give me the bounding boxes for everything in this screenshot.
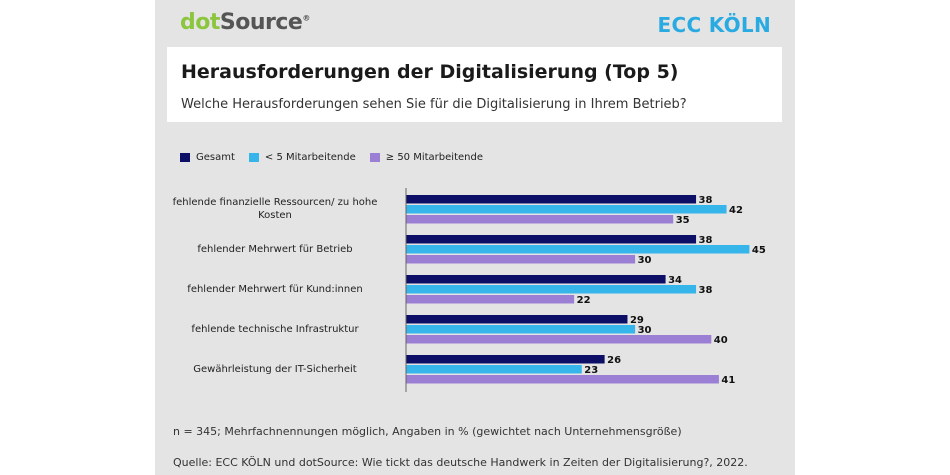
bar xyxy=(406,295,575,304)
title-box: Herausforderungen der Digitalisierung (T… xyxy=(167,47,782,122)
category-label: fehlender Mehrwert für Kund:innen xyxy=(187,283,363,295)
bar xyxy=(406,365,582,374)
data-label: 45 xyxy=(752,245,766,256)
legend-item: ≥ 50 Mitarbeitende xyxy=(369,152,483,163)
legend-label: Gesamt xyxy=(196,152,235,163)
bar xyxy=(406,215,674,224)
registered-mark: ® xyxy=(302,13,310,23)
data-label: 42 xyxy=(729,205,743,216)
bar xyxy=(406,335,712,344)
category-label: fehlende technische Infrastruktur xyxy=(191,323,359,335)
legend-label: ≥ 50 Mitarbeitende xyxy=(385,152,483,163)
bar xyxy=(406,355,605,364)
legend-item: < 5 Mitarbeitende xyxy=(248,152,356,163)
data-label: 38 xyxy=(699,235,713,246)
legend-swatch xyxy=(180,153,190,162)
footnote: n = 345; Mehrfachnennungen möglich, Anga… xyxy=(173,425,682,438)
bar xyxy=(406,325,636,334)
legend-swatch xyxy=(369,153,380,162)
bar xyxy=(406,205,727,214)
legend-label: < 5 Mitarbeitende xyxy=(264,152,356,163)
legend: Gesamt < 5 Mitarbeitende ≥ 50 Mitarbeitend… xyxy=(180,152,483,163)
data-label: 38 xyxy=(699,195,713,206)
dotsource-logo: dotSource® xyxy=(180,10,310,35)
bar xyxy=(406,285,697,294)
infographic-panel: dotSource® ECC KÖLN Herausforderungen de… xyxy=(155,0,795,475)
legend-item: Gesamt xyxy=(180,152,235,163)
data-label: 22 xyxy=(577,295,591,306)
logo-part-dot: dot xyxy=(180,10,220,35)
data-label: 26 xyxy=(607,355,621,366)
bar xyxy=(406,315,628,324)
source-note: Quelle: ECC KÖLN und dotSource: Wie tick… xyxy=(173,456,748,469)
logo-part-source: Source xyxy=(219,10,303,35)
bar xyxy=(406,245,750,254)
category-label: fehlende finanzielle Ressourcen/ zu hohe… xyxy=(172,197,378,222)
bar xyxy=(406,255,636,264)
data-label: 30 xyxy=(638,255,652,266)
category-label: fehlender Mehrwert für Betrieb xyxy=(197,243,353,255)
category-label: Gewährleistung der IT-Sicherheit xyxy=(193,363,357,375)
data-label: 29 xyxy=(630,315,644,326)
ecc-koeln-logo: ECC KÖLN xyxy=(657,13,771,37)
chart-subtitle: Welche Herausforderungen sehen Sie für d… xyxy=(181,97,687,112)
chart-title: Herausforderungen der Digitalisierung (T… xyxy=(181,61,679,83)
data-label: 34 xyxy=(668,275,682,286)
bar xyxy=(406,375,719,384)
data-label: 41 xyxy=(721,375,735,386)
bar xyxy=(406,195,697,204)
data-label: 35 xyxy=(676,215,690,226)
data-label: 40 xyxy=(714,335,728,346)
data-label: 38 xyxy=(699,285,713,296)
data-label: 23 xyxy=(584,365,598,376)
legend-swatch xyxy=(248,153,259,162)
bar xyxy=(406,275,666,284)
bar xyxy=(406,235,697,244)
data-label: 30 xyxy=(638,325,652,336)
